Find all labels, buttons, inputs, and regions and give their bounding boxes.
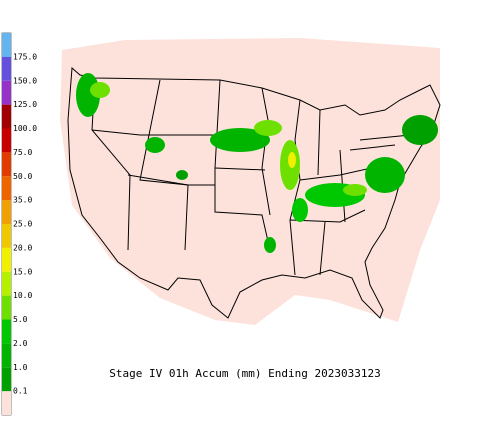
boundaries — [67, 66, 441, 319]
colorbar-label: 1.0 — [13, 363, 28, 372]
colorbar-label: 20.0 — [13, 243, 32, 252]
colorbar-segment — [2, 295, 11, 320]
colorbar-label: 150.0 — [13, 76, 37, 85]
analysis-domain — [60, 38, 440, 325]
colorbar-segment — [2, 33, 11, 57]
colorbar-segment — [2, 367, 11, 392]
colorbar-label: 125.0 — [13, 100, 37, 109]
colorbar-segment — [2, 56, 11, 81]
colorbar-label: 25.0 — [13, 220, 32, 229]
colorbar-segment — [2, 152, 11, 177]
colorbar-segment — [2, 319, 11, 344]
colorbar-segment — [2, 271, 11, 296]
colorbar-label: 35.0 — [13, 196, 32, 205]
colorbar-label: 15.0 — [13, 267, 32, 276]
colorbar-segment — [2, 128, 11, 153]
colorbar-label: 0.1 — [13, 387, 28, 396]
colorbar-label: 100.0 — [13, 124, 37, 133]
colorbar-segment — [2, 343, 11, 368]
legend: 0.1 1.0 2.0 5.0 10.0 15.0 20.0 25.0 35.0 50.0 75.0… — [2, 33, 37, 415]
colorbar-segment — [2, 176, 11, 201]
colorbar-segment — [2, 247, 11, 272]
map-title: Stage IV 01h Accum (mm) Ending 202303312… — [109, 367, 381, 380]
colorbar-segment — [2, 80, 11, 105]
colorbar-label: 75.0 — [13, 148, 32, 157]
colorbar-label: 10.0 — [13, 291, 32, 300]
colorbar-segment — [2, 391, 11, 415]
colorbar-segment — [2, 224, 11, 248]
colorbar-label: 2.0 — [13, 339, 28, 348]
colorbar-label: 50.0 — [13, 172, 32, 181]
colorbar-segment — [2, 200, 11, 224]
precipitation — [76, 73, 438, 253]
colorbar-label: 175.0 — [13, 52, 37, 61]
colorbar-label: 5.0 — [13, 315, 28, 324]
colorbar-segment — [2, 104, 11, 129]
